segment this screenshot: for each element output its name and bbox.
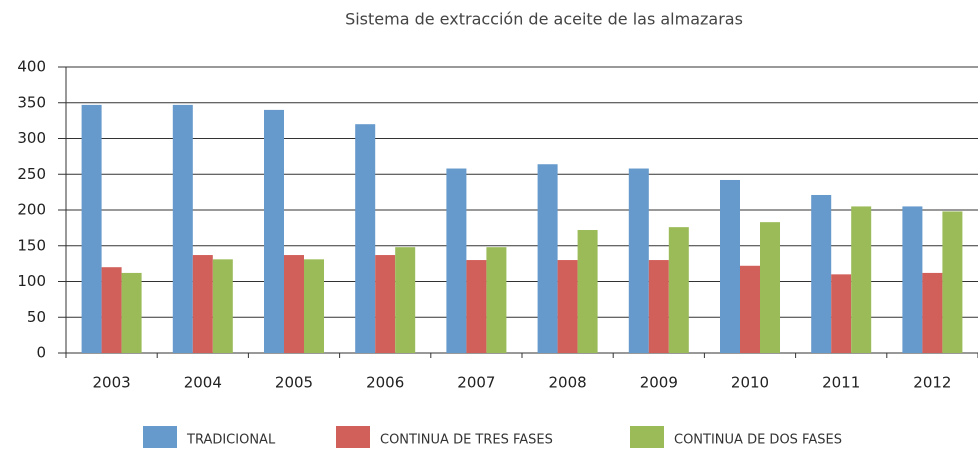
legend-swatch xyxy=(143,426,177,448)
bar xyxy=(720,179,740,353)
bar xyxy=(922,272,943,353)
x-tick-label: 2011 xyxy=(822,374,860,392)
y-tick-label: 400 xyxy=(17,58,46,76)
chart-title: Sistema de extracción de aceite de las a… xyxy=(345,10,743,29)
bar xyxy=(446,168,467,353)
bar xyxy=(375,255,396,353)
bar xyxy=(902,206,923,353)
bar xyxy=(740,265,760,353)
bar xyxy=(628,168,649,353)
x-tick-label: 2006 xyxy=(366,374,404,392)
legend-label: CONTINUA DE TRES FASES xyxy=(380,433,553,448)
y-tick-label: 300 xyxy=(17,129,46,147)
bar xyxy=(101,267,122,353)
legend-label: TRADICIONAL xyxy=(186,433,276,448)
bar xyxy=(466,260,487,353)
bar xyxy=(811,194,832,353)
bar xyxy=(212,259,233,353)
x-tick-label: 2012 xyxy=(913,374,951,392)
y-tick-label: 250 xyxy=(17,165,46,183)
x-tick-label: 2004 xyxy=(184,374,222,392)
y-tick-label: 350 xyxy=(17,93,46,111)
y-tick-label: 100 xyxy=(17,272,46,290)
bar xyxy=(577,230,598,353)
bar xyxy=(121,272,142,353)
bar xyxy=(831,274,852,353)
x-tick-label: 2010 xyxy=(731,374,769,392)
y-tick-label: 50 xyxy=(27,308,46,326)
bar xyxy=(557,260,578,353)
bar xyxy=(395,247,416,353)
legend-swatch xyxy=(630,426,664,448)
bar xyxy=(537,164,558,353)
x-tick-label: 2005 xyxy=(275,374,313,392)
bar xyxy=(192,255,213,353)
bar xyxy=(81,104,102,354)
bar xyxy=(648,260,669,353)
x-tick-label: 2007 xyxy=(457,374,495,392)
bar xyxy=(355,124,376,353)
y-tick-label: 0 xyxy=(36,344,46,362)
bar xyxy=(668,227,689,353)
bar xyxy=(172,104,193,354)
bar xyxy=(304,259,324,353)
bar xyxy=(851,206,872,353)
bar xyxy=(284,255,304,353)
y-tick-label: 150 xyxy=(17,236,46,254)
y-tick-label: 200 xyxy=(17,201,46,219)
bar xyxy=(264,109,284,354)
legend-swatch xyxy=(336,426,370,448)
x-tick-label: 2008 xyxy=(549,374,587,392)
bar xyxy=(486,247,507,353)
bar xyxy=(760,222,780,353)
x-tick-label: 2009 xyxy=(640,374,678,392)
legend-label: CONTINUA DE DOS FASES xyxy=(674,433,842,448)
bar xyxy=(942,211,963,353)
x-tick-label: 2003 xyxy=(93,374,131,392)
